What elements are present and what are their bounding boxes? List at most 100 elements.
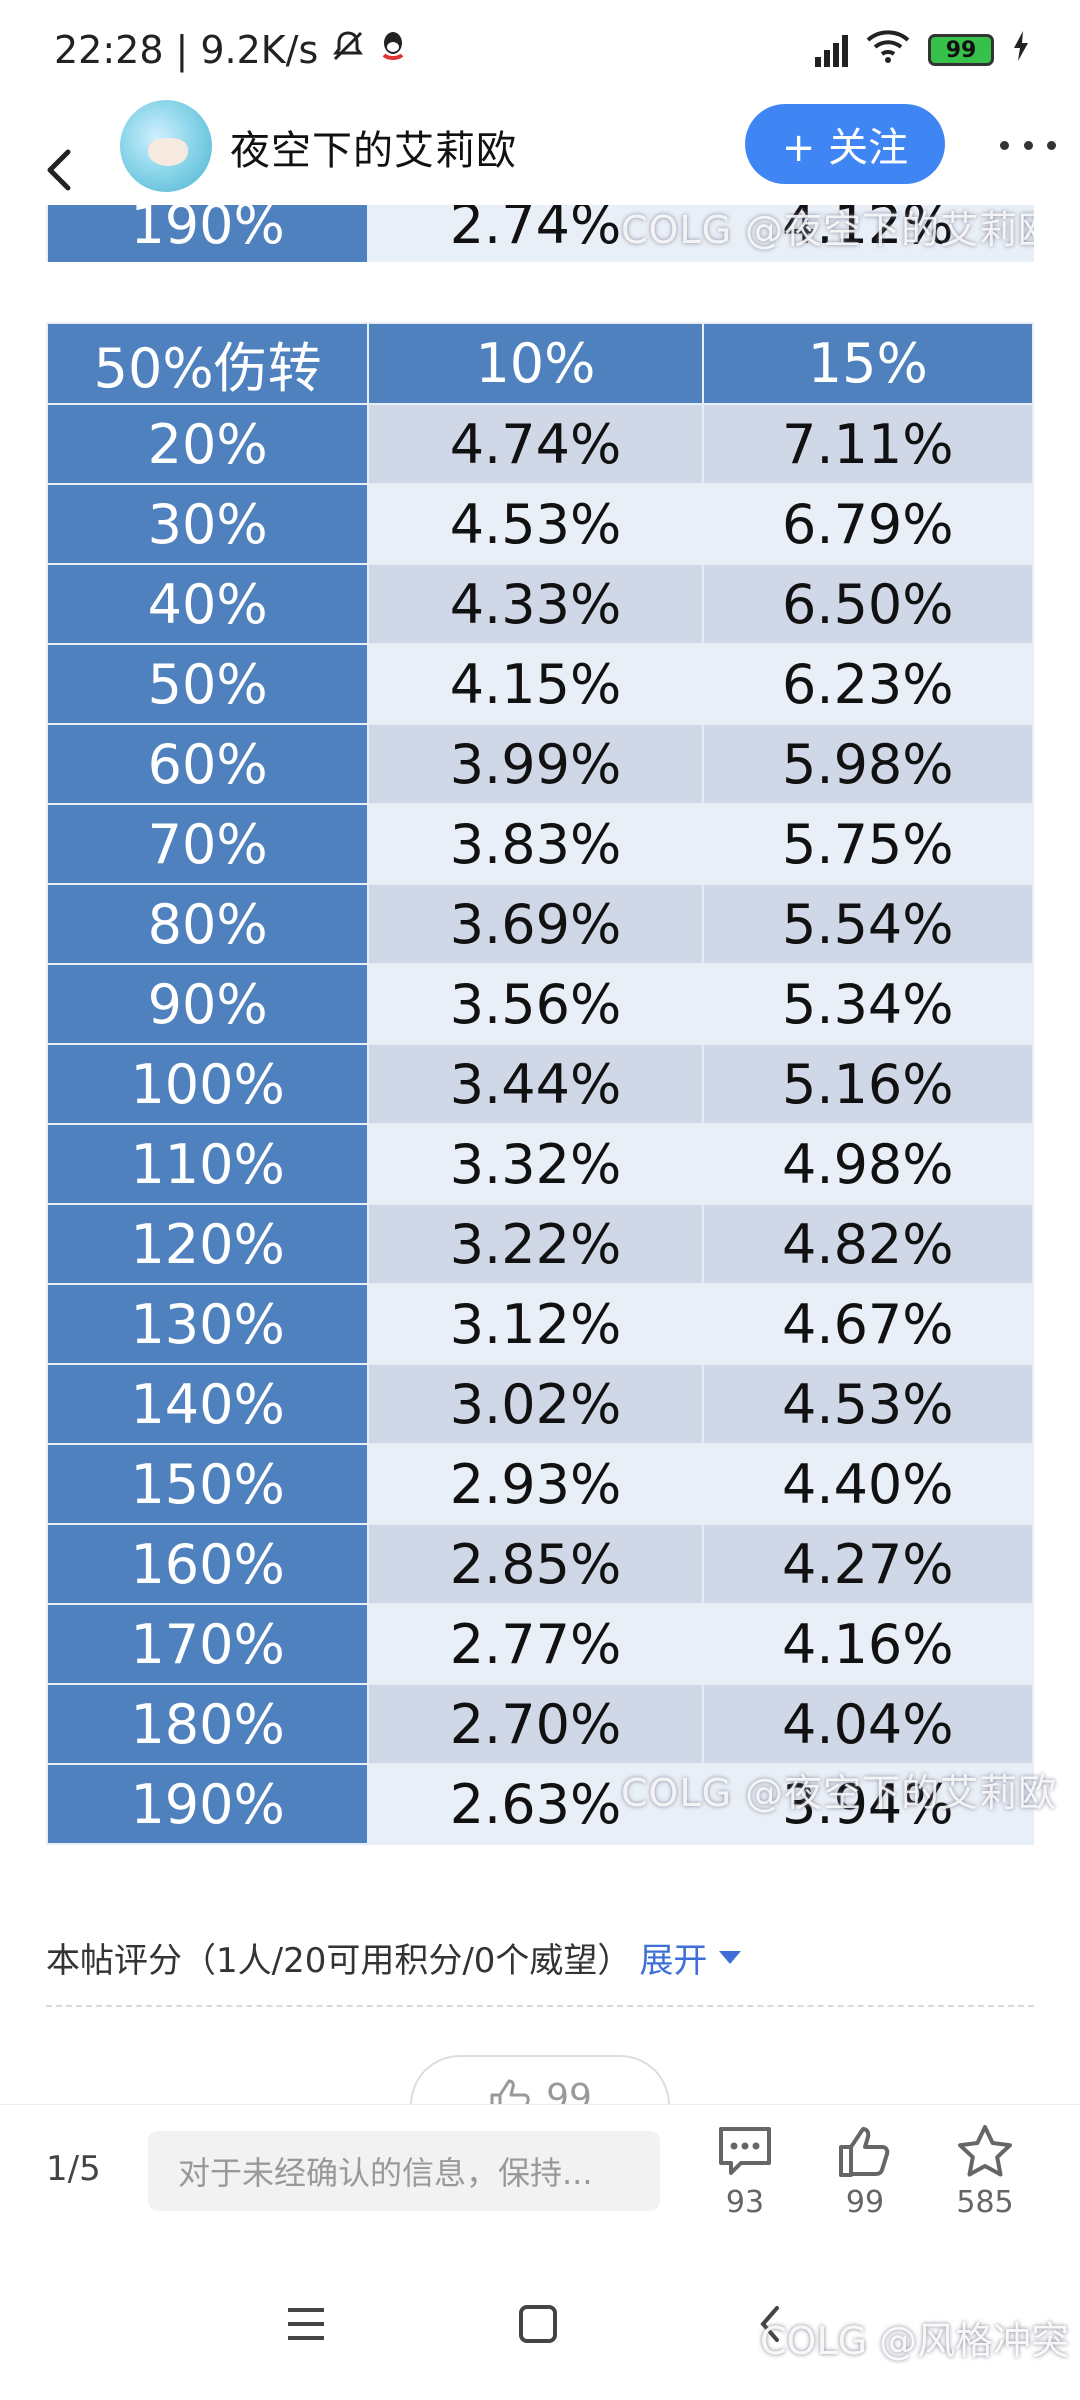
table-row: 140% 3.02% 4.53% [45, 1363, 1035, 1445]
table-row: 110% 3.32% 4.98% [45, 1123, 1035, 1205]
caret-down-icon [719, 1951, 742, 1964]
home-square-icon [519, 2305, 557, 2343]
back-nav-button[interactable] [730, 2294, 810, 2354]
table-cell: 160% [45, 1523, 370, 1605]
table-row: 50% 4.15% 6.23% [45, 643, 1035, 725]
menu-nav-button[interactable] [266, 2294, 346, 2354]
table-cell: 3.99% [367, 723, 704, 805]
table-cell: 40% [45, 563, 370, 645]
table-cell: 4.12% [701, 205, 1034, 262]
table-row: 160% 2.85% 4.27% [45, 1523, 1035, 1605]
comment-input[interactable]: 对于未经确认的信息，保持... [148, 2131, 660, 2211]
follow-button[interactable]: + 关注 [745, 104, 945, 184]
table-cell: 4.53% [701, 1363, 1035, 1445]
table-cell: 60% [45, 723, 370, 805]
watermark: COLG @夜空下的艾莉欧 [621, 1771, 1058, 1815]
table-row: 60% 3.99% 5.98% [45, 723, 1035, 805]
table-row: 120% 3.22% 4.82% [45, 1203, 1035, 1285]
table-cell: 3.02% [367, 1363, 704, 1445]
table-header-cell: 15% [701, 322, 1035, 405]
more-dot-icon [1000, 140, 1009, 150]
table-cell: 2.77% [367, 1603, 704, 1685]
table-row: 170% 2.77% 4.16% [45, 1603, 1035, 1685]
table-cell: 30% [45, 483, 370, 565]
network-speed: 9.2K/s [200, 28, 319, 72]
table-cell: 4.16% [701, 1603, 1035, 1685]
table-cell: 5.54% [701, 883, 1035, 965]
favorite-button[interactable]: 585 [940, 2123, 1030, 2220]
status-time: 22:28 [54, 28, 164, 72]
rating-summary: 本帖评分（1人/20可用积分/0个威望） [46, 1941, 632, 1981]
comment-count: 93 [725, 2185, 765, 2220]
author-name[interactable]: 夜空下的艾莉欧 [230, 128, 517, 174]
status-left: 22:28 | 9.2K/s [54, 28, 408, 73]
table-partial: 190% 2.74% 4.12% COLG @夜空下的艾莉欧 [46, 205, 1034, 262]
menu-icon [288, 2308, 324, 2340]
table-cell: 5.98% [701, 723, 1035, 805]
system-nav-bar: COLG @风格冲突 [0, 2254, 1080, 2400]
like-count: 99 [845, 2185, 885, 2220]
like-button[interactable]: 99 [820, 2123, 910, 2220]
table-cell: 3.69% [367, 883, 704, 965]
qq-icon [378, 28, 408, 72]
table-cell: 190% [45, 1763, 370, 1845]
table-cell: 3.94% [701, 1763, 1035, 1845]
table-cell: 6.23% [701, 643, 1035, 725]
table-cell: 4.98% [701, 1123, 1035, 1205]
table-cell: 3.32% [367, 1123, 704, 1205]
table-cell: 190% [46, 205, 370, 262]
thumbs-up-icon [839, 2127, 890, 2177]
watermark: COLG @风格冲突 [760, 2319, 1070, 2363]
table-row: 100% 3.44% 5.16% [45, 1043, 1035, 1125]
star-icon [958, 2125, 1012, 2177]
table-row: 70% 3.83% 5.75% [45, 803, 1035, 885]
comment-button[interactable]: 93 [700, 2123, 790, 2220]
table-cell: 50% [45, 643, 370, 725]
more-options-button[interactable] [1000, 130, 1056, 160]
table-cell: 4.40% [701, 1443, 1035, 1525]
table-row: 40% 4.33% 6.50% [45, 563, 1035, 645]
table-cell: 4.67% [701, 1283, 1035, 1365]
chevron-left-icon [47, 149, 71, 191]
table-cell: 2.74% [367, 205, 704, 262]
status-right: 99 [815, 29, 1030, 71]
watermark: COLG @夜空下的艾莉欧 [621, 208, 1034, 252]
back-button[interactable] [34, 140, 84, 200]
mute-bell-icon [330, 28, 366, 73]
table-cell: 7.11% [701, 403, 1035, 485]
home-nav-button[interactable] [498, 2294, 578, 2354]
table-header-cell: 10% [367, 322, 704, 405]
table-cell: 3.83% [367, 803, 704, 885]
status-divider: | [175, 28, 189, 72]
table-cell: 5.34% [701, 963, 1035, 1045]
table-cell: 2.63% [367, 1763, 704, 1845]
favorite-count: 585 [956, 2185, 1014, 2220]
divider [46, 2005, 1034, 2007]
avatar[interactable] [120, 100, 212, 192]
table-cell: 20% [45, 403, 370, 485]
table-cell: 6.50% [701, 563, 1035, 645]
page-indicator[interactable]: 1/5 [46, 2149, 101, 2189]
table-cell: 80% [45, 883, 370, 965]
table-header-row: 50%伤转 10% 15% [45, 322, 1035, 405]
table-cell: 90% [45, 963, 370, 1045]
expand-rating-button[interactable]: 展开 [639, 1933, 742, 1982]
post-rating: 本帖评分（1人/20可用积分/0个威望） 展开 [46, 1933, 742, 1982]
table-row: 20% 4.74% 7.11% [45, 403, 1035, 485]
status-bar: 22:28 | 9.2K/s 99 [0, 0, 1080, 100]
table-cell: 130% [45, 1283, 370, 1365]
table-cell: 2.93% [367, 1443, 704, 1525]
table-cell: 2.70% [367, 1683, 704, 1765]
table-row: 130% 3.12% 4.67% [45, 1283, 1035, 1365]
table-cell: 120% [45, 1203, 370, 1285]
bottom-action-bar: 1/5 对于未经确认的信息，保持... 93 99 585 [0, 2104, 1080, 2254]
table-row: 80% 3.69% 5.54% [45, 883, 1035, 965]
table-cell: 3.22% [367, 1203, 704, 1285]
battery-icon: 99 [928, 34, 994, 66]
table-row: 150% 2.93% 4.40% [45, 1443, 1035, 1525]
table-cell: 4.15% [367, 643, 704, 725]
table-cell: 180% [45, 1683, 370, 1765]
damage-table: 50%伤转 10% 15% 20% 4.74% 7.11% 30% 4.53% 6.79%… [45, 322, 1056, 1845]
table-cell: 4.82% [701, 1203, 1035, 1285]
wifi-icon [866, 29, 910, 71]
